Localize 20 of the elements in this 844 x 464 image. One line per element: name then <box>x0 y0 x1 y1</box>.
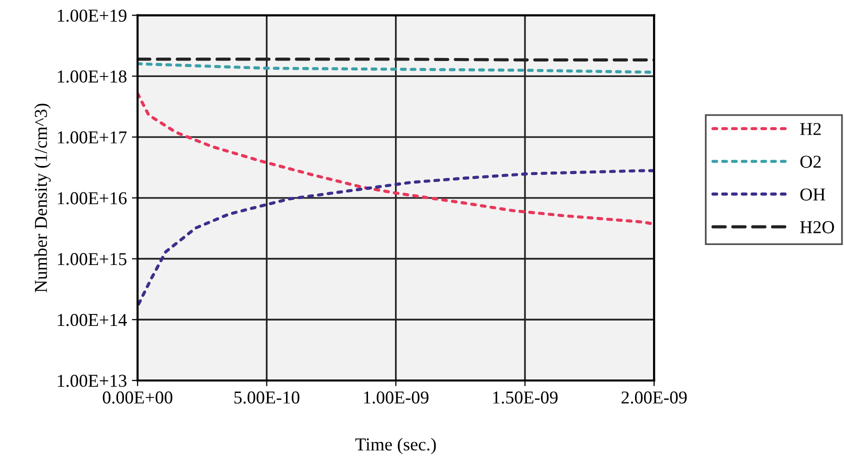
y-tick-label: 1.00E+18 <box>58 70 126 83</box>
legend-label: O2 <box>800 156 821 168</box>
y-axis-title: Number Density (1/cm^3) <box>34 104 51 292</box>
x-tick-label: 2.00E-09 <box>622 391 687 404</box>
x-tick-label: 5.00E-10 <box>234 391 300 404</box>
y-tick-label: 1.00E+13 <box>58 374 126 387</box>
x-tick-label: 1.00E-09 <box>364 391 428 404</box>
y-tick-label: 1.00E+15 <box>58 253 126 266</box>
y-tick-label: 1.00E+16 <box>58 192 127 204</box>
x-axis-title: Time (sec.) <box>355 438 436 454</box>
line-series <box>138 92 654 226</box>
legend-label: OH <box>800 188 826 201</box>
legend-label: H2O <box>800 221 834 234</box>
y-tick-label: 1.00E+14 <box>58 314 127 326</box>
y-tick-label: 1.00E+19 <box>58 10 126 22</box>
legend-label: H2 <box>800 122 821 135</box>
x-tick-label: 0.00E+00 <box>102 391 172 404</box>
x-tick-label: 1.50E-09 <box>493 391 558 404</box>
line-series <box>138 169 654 306</box>
y-tick-label: 1.00E+17 <box>58 131 127 144</box>
